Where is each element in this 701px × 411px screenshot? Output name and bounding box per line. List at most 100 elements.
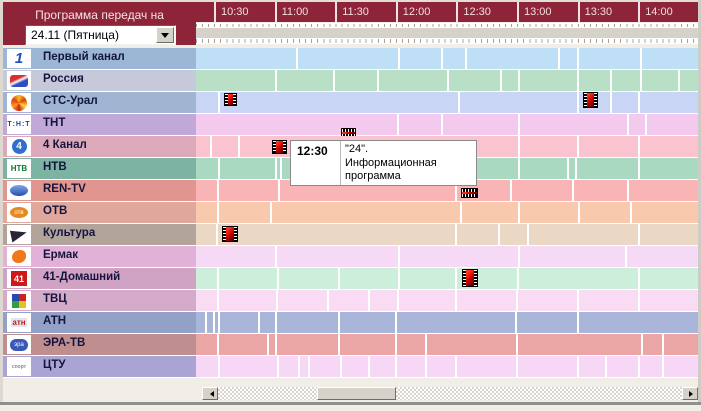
channel-row: эра ЭРА-ТВ	[3, 334, 698, 355]
program-divider	[515, 312, 517, 333]
scroll-right-button[interactable]	[682, 387, 698, 400]
program-divider	[377, 70, 379, 91]
channel-row: 1 Первый канал	[3, 48, 698, 69]
program-divider	[638, 290, 640, 311]
channel-name: ОТВ	[43, 205, 68, 217]
program-divider	[627, 114, 629, 135]
rossiya-logo-icon	[7, 71, 31, 90]
program-divider	[308, 356, 310, 377]
program-timeline-tnt[interactable]	[196, 114, 698, 138]
program-divider	[397, 114, 399, 135]
channel-name: 41-Домашний	[43, 271, 121, 283]
time-column-separator	[638, 2, 641, 22]
date-dropdown[interactable]: 24.11 (Пятница)	[25, 25, 176, 45]
date-dropdown-value: 24.11 (Пятница)	[31, 28, 119, 42]
channel-grid: 1 Первый канал Россия СТС-Урал Т:Н:Т ТНТ 4 4 Ка…	[3, 48, 698, 378]
channel-row: СТС-Урал	[3, 92, 698, 113]
record-marker-icon[interactable]	[461, 188, 478, 198]
frame-bottom	[0, 402, 701, 405]
program-divider	[638, 92, 640, 113]
program-divider	[625, 246, 627, 267]
program-timeline-ctu[interactable]	[196, 356, 698, 377]
arrow-left-icon	[207, 391, 214, 397]
program-divider	[267, 334, 269, 355]
kultura-logo-icon	[7, 225, 31, 244]
time-label: 10:30	[221, 6, 249, 18]
program-divider	[638, 136, 640, 157]
kultura-logo-glyph	[9, 226, 29, 243]
time-column-separator	[577, 2, 580, 22]
dropdown-button[interactable]	[156, 27, 174, 43]
record-marker-icon[interactable]	[222, 226, 238, 242]
program-timeline-otv[interactable]	[196, 202, 698, 223]
channel-name: 4 Канал	[43, 139, 87, 151]
program-divider	[518, 70, 520, 91]
channel-name: Россия	[43, 73, 84, 85]
program-divider	[338, 334, 340, 355]
program-divider	[238, 136, 240, 157]
program-divider	[518, 158, 520, 179]
record-marker-icon[interactable]	[462, 269, 478, 287]
film-dots	[234, 227, 237, 241]
program-divider	[518, 136, 520, 157]
program-divider	[218, 312, 220, 333]
program-timeline-atn[interactable]	[196, 312, 698, 333]
otv-logo-glyph: отв	[10, 207, 28, 218]
program-timeline-ermak[interactable]	[196, 246, 698, 267]
channel-row: атн АТН	[3, 312, 698, 333]
program-divider	[517, 268, 519, 289]
program-timeline-perviy-kanal[interactable]	[196, 48, 698, 69]
program-divider	[333, 70, 335, 91]
program-tooltip: 12:30 "24". Информационная программа	[290, 140, 477, 186]
channel-label-tnt: Т:Н:Т ТНТ	[3, 114, 196, 135]
channel-name: Первый канал	[43, 51, 125, 63]
program-divider	[516, 356, 518, 377]
time-column-separator	[395, 2, 398, 22]
program-timeline-sts-ural[interactable]	[196, 92, 698, 113]
film-dots	[474, 270, 477, 286]
program-divider	[275, 312, 277, 333]
channel-name: ЦТУ	[43, 359, 66, 371]
record-marker-icon[interactable]	[272, 140, 287, 154]
record-marker-icon[interactable]	[583, 92, 598, 108]
program-divider	[641, 334, 643, 355]
ren-tv-logo-icon	[7, 181, 31, 200]
channel-row: Россия	[3, 70, 698, 91]
time-column-separator	[517, 2, 519, 22]
time-column-separator	[456, 2, 459, 22]
marker-core	[228, 94, 233, 105]
program-timeline-tvc[interactable]	[196, 290, 698, 311]
program-divider	[275, 246, 277, 267]
scroll-left-button[interactable]	[202, 387, 218, 400]
program-divider	[638, 158, 640, 179]
horizontal-scrollbar[interactable]	[202, 387, 698, 400]
record-marker-icon[interactable]	[224, 93, 237, 106]
film-dots	[342, 129, 355, 132]
era-tv-logo-glyph: эра	[10, 338, 28, 351]
program-divider	[398, 48, 400, 69]
time-label: 14:00	[645, 6, 673, 18]
program-timeline-kultura[interactable]	[196, 224, 698, 245]
program-divider	[218, 356, 220, 377]
tvc-logo-icon	[7, 291, 31, 310]
channel-label-ntv: НТВ НТВ	[3, 158, 196, 179]
program-divider	[500, 70, 502, 91]
program-divider	[275, 334, 277, 355]
scrollbar-thumb[interactable]	[317, 387, 396, 400]
channel-name: Ермак	[43, 249, 79, 261]
program-divider	[630, 202, 632, 223]
program-timeline-41-domashniy[interactable]	[196, 268, 698, 289]
program-divider	[217, 268, 219, 289]
program-timeline-era-tv[interactable]	[196, 334, 698, 355]
program-timeline-rossiya[interactable]	[196, 70, 698, 91]
film-dots	[462, 194, 477, 197]
channel-label-4-kanal: 4 4 Канал	[3, 136, 196, 157]
time-label: 11:00	[281, 6, 309, 18]
program-divider	[640, 70, 642, 91]
program-divider	[458, 92, 460, 113]
channel-name: АТН	[43, 315, 67, 327]
program-divider	[216, 224, 218, 245]
program-divider	[518, 114, 520, 135]
tooltip-time: 12:30	[297, 144, 328, 158]
program-divider	[278, 180, 280, 201]
